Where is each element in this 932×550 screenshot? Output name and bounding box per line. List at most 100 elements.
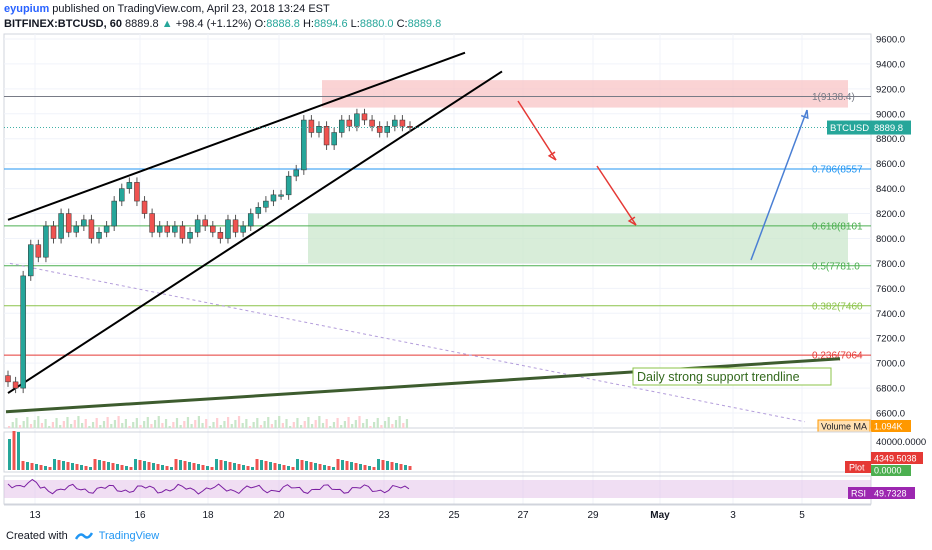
- plot-bar: [192, 463, 196, 470]
- candle: [187, 231, 193, 239]
- candle: [270, 194, 277, 202]
- volume-bar: [135, 418, 138, 428]
- symbol-name: BITFINEX:BTCUSD, 60: [4, 18, 122, 30]
- fib-level-label: 0.382(7460: [812, 301, 863, 312]
- price-tick-label: 9600.0: [876, 34, 905, 45]
- price-tick-label: 6600.0: [876, 409, 905, 420]
- volume-bar: [289, 426, 292, 428]
- time-tick-label: 29: [587, 510, 599, 521]
- plot-bar: [291, 467, 295, 470]
- rsi-label: RSI: [851, 489, 866, 499]
- volume-bar: [33, 420, 36, 428]
- plot-bar: [134, 459, 137, 470]
- annotation-box: [632, 367, 832, 386]
- rsi-value-box: [871, 487, 915, 499]
- price-chart[interactable]: 9600.0 9400.0 9200.0 9000.0 8800.0 8600.0 8400…: [0, 0, 932, 526]
- plot-bar: [224, 461, 227, 470]
- plot-bar: [264, 461, 268, 470]
- candle: [96, 231, 102, 239]
- price-tick-label: 8800.0: [876, 134, 905, 145]
- plot-bar: [44, 466, 47, 470]
- candle: [232, 219, 239, 233]
- plot-bar: [107, 462, 110, 470]
- volume-bar: [347, 417, 350, 428]
- volume-bar: [358, 416, 361, 428]
- plot-bar: [174, 459, 178, 470]
- volume-bar: [259, 425, 263, 428]
- volume-bar: [110, 424, 113, 428]
- volume-bar: [132, 422, 135, 428]
- time-tick-label: 3: [730, 510, 736, 521]
- volume-bar: [310, 424, 314, 428]
- plot-bar: [116, 464, 119, 470]
- price-tick-label: 7000.0: [876, 359, 905, 370]
- high-label: H:: [302, 18, 314, 30]
- dashed-trendline: [9, 262, 806, 423]
- plot-bar: [296, 459, 299, 470]
- volume-bar: [245, 419, 248, 428]
- up-arrow-icon: ▲: [161, 18, 173, 30]
- plot-bar: [39, 465, 43, 470]
- candle: [149, 213, 155, 233]
- volume-bar: [205, 419, 208, 428]
- volume-bar: [362, 423, 365, 428]
- plot-bar: [336, 459, 340, 470]
- volume-bar: [51, 422, 54, 428]
- candle: [164, 225, 171, 233]
- candle: [179, 225, 186, 239]
- volume-bar: [179, 425, 182, 428]
- plot-bar: [66, 462, 70, 470]
- volume-bar: [343, 421, 346, 428]
- plot-bar: [120, 465, 124, 470]
- price-tick-label: 7600.0: [876, 284, 905, 295]
- volume-bar: [325, 419, 328, 428]
- plot-bar: [341, 460, 344, 470]
- candle: [399, 119, 406, 127]
- plot-bar: [332, 467, 335, 470]
- candle: [134, 182, 140, 202]
- time-tick-label: 27: [517, 510, 529, 521]
- volume-bar: [62, 421, 65, 428]
- rsi-line: [7, 478, 410, 495]
- volume-bar: [387, 417, 390, 428]
- candle: [194, 219, 201, 233]
- plot-bar: [395, 463, 398, 470]
- volume-bar: [263, 421, 266, 428]
- plot-bar: [318, 464, 322, 470]
- candle: [126, 182, 133, 189]
- volume-bar: [248, 426, 252, 428]
- volume-bar: [150, 424, 153, 428]
- fib-level-label: 0.236(7064: [812, 351, 863, 362]
- plot-bar: [143, 461, 146, 470]
- fib-level-label: 1(9138.4): [812, 92, 855, 103]
- volume-bar: [383, 421, 387, 428]
- volume-bar: [26, 417, 29, 428]
- volume-bar: [175, 418, 179, 428]
- time-tick-label: May: [650, 510, 670, 521]
- rsi-value: 49.7328: [874, 489, 907, 499]
- symbol-tag: [827, 120, 871, 135]
- volume-bar: [216, 418, 219, 428]
- tradingview-brand[interactable]: TradingView: [98, 530, 160, 542]
- last-price: 8889.8: [125, 18, 159, 30]
- volume-bar: [332, 422, 336, 428]
- annotation-label: Daily strong support trendline: [637, 370, 800, 384]
- volume-bar: [307, 417, 310, 428]
- plot-bar: [8, 439, 11, 470]
- last-price-tag: [871, 120, 911, 135]
- volume-bar: [376, 418, 379, 428]
- volume-bar: [278, 416, 281, 428]
- down-arrow-1: [517, 100, 557, 161]
- volume-bar: [252, 422, 255, 428]
- price-pane: [3, 33, 872, 429]
- candle: [20, 275, 26, 389]
- candle: [35, 244, 42, 258]
- plot-bar: [381, 460, 385, 470]
- down-arrow-1-head: [547, 151, 557, 161]
- volume-bar: [190, 424, 193, 428]
- volume-bar: [15, 418, 18, 428]
- fib-level-label: 0.786(8557: [812, 165, 863, 176]
- candle: [392, 119, 398, 127]
- plot-bar: [215, 459, 218, 470]
- author-link[interactable]: eyupium: [4, 3, 50, 15]
